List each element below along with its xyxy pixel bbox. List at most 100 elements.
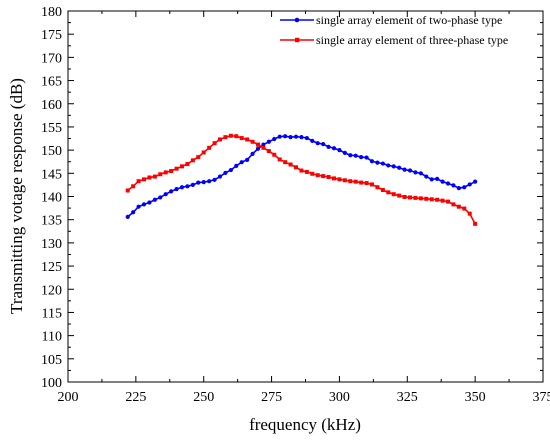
legend-label: single array element of two-phase type <box>316 13 502 27</box>
data-point <box>212 177 217 182</box>
data-point <box>440 179 445 184</box>
data-point <box>326 175 331 180</box>
data-point <box>294 165 298 170</box>
y-tick-label: 165 <box>41 75 62 90</box>
data-point <box>348 179 353 184</box>
data-point <box>163 170 168 175</box>
data-point <box>261 142 266 147</box>
y-tick-label: 110 <box>42 330 62 345</box>
data-point <box>239 160 244 165</box>
y-tick-label: 115 <box>42 306 62 321</box>
data-point <box>125 188 130 193</box>
data-point <box>201 150 206 155</box>
data-point <box>256 142 260 147</box>
plot-frame <box>67 10 544 383</box>
data-point <box>288 135 293 140</box>
data-point <box>429 197 434 202</box>
data-point <box>180 164 184 169</box>
y-tick-label: 140 <box>41 191 62 206</box>
data-point <box>152 174 157 179</box>
data-point <box>424 196 429 201</box>
data-point <box>304 169 309 174</box>
series-1 <box>125 134 478 220</box>
data-point <box>250 139 255 144</box>
data-point <box>158 195 163 200</box>
legend-marker <box>294 17 300 23</box>
data-point <box>223 170 228 175</box>
data-point <box>218 137 222 142</box>
data-point <box>321 174 326 179</box>
legend: single array element of two-phase type si… <box>280 13 508 47</box>
data-point <box>467 182 472 187</box>
data-point <box>331 146 337 151</box>
data-point <box>228 167 233 173</box>
data-point <box>456 204 461 209</box>
data-point <box>380 161 385 166</box>
data-point <box>217 174 223 179</box>
data-point <box>375 185 380 190</box>
data-point <box>353 179 358 184</box>
data-point <box>185 184 190 189</box>
data-point <box>277 134 282 139</box>
data-point <box>342 178 347 183</box>
data-point <box>369 159 375 164</box>
data-point <box>201 180 206 185</box>
data-point <box>141 202 147 207</box>
data-point <box>136 204 141 209</box>
x-axis-title: frequency (kHz) <box>249 415 361 434</box>
data-point <box>196 155 201 160</box>
y-tick-label: 160 <box>41 98 62 113</box>
data-point <box>277 157 282 162</box>
data-point <box>310 171 315 176</box>
data-point <box>397 165 402 170</box>
series-layer <box>125 133 478 226</box>
data-point <box>234 134 239 139</box>
y-tick-label: 175 <box>41 28 62 43</box>
data-point <box>337 148 342 153</box>
x-tick-label: 350 <box>465 390 486 405</box>
axes-layer: 200 225 250 275 300 325 350 375 100 105 110 115 120 1… <box>41 5 550 405</box>
data-point <box>473 179 478 184</box>
legend-item-2: single array element of three-phase type <box>280 33 508 47</box>
data-point <box>413 195 418 200</box>
y-axis-title: Transmitting votage response (dB) <box>7 78 26 314</box>
y-tick-label: 135 <box>41 214 62 229</box>
x-tick-label: 250 <box>193 390 214 405</box>
data-point <box>299 135 304 140</box>
data-point <box>315 173 320 178</box>
data-point <box>429 177 434 182</box>
data-point <box>142 177 146 182</box>
y-tick-label: 150 <box>41 144 62 159</box>
data-point <box>185 162 190 167</box>
data-point <box>359 180 364 185</box>
data-point <box>234 163 239 168</box>
data-point <box>179 185 185 190</box>
data-point <box>375 160 380 165</box>
data-point <box>467 211 472 216</box>
y-tick-label: 180 <box>41 5 62 20</box>
data-point <box>380 188 385 193</box>
data-point <box>424 174 429 179</box>
y-tick-label: 105 <box>41 353 62 368</box>
data-point <box>435 197 440 202</box>
data-point <box>391 164 396 169</box>
data-point <box>245 157 250 162</box>
x-tick-label: 225 <box>125 390 146 405</box>
data-point <box>413 170 418 175</box>
data-point <box>131 210 136 215</box>
data-point <box>418 196 423 201</box>
y-tick-label: 125 <box>41 260 62 275</box>
data-point <box>310 138 315 143</box>
data-point <box>353 153 358 158</box>
data-point <box>147 175 152 180</box>
data-point <box>136 179 141 184</box>
data-point <box>402 194 407 199</box>
data-point <box>293 134 299 139</box>
data-point <box>342 150 347 156</box>
data-point <box>364 155 369 160</box>
data-point <box>451 183 456 188</box>
data-point <box>250 151 255 156</box>
data-point <box>190 158 195 163</box>
x-tick-label: 200 <box>58 390 79 405</box>
y-tick-label: 145 <box>41 167 62 182</box>
